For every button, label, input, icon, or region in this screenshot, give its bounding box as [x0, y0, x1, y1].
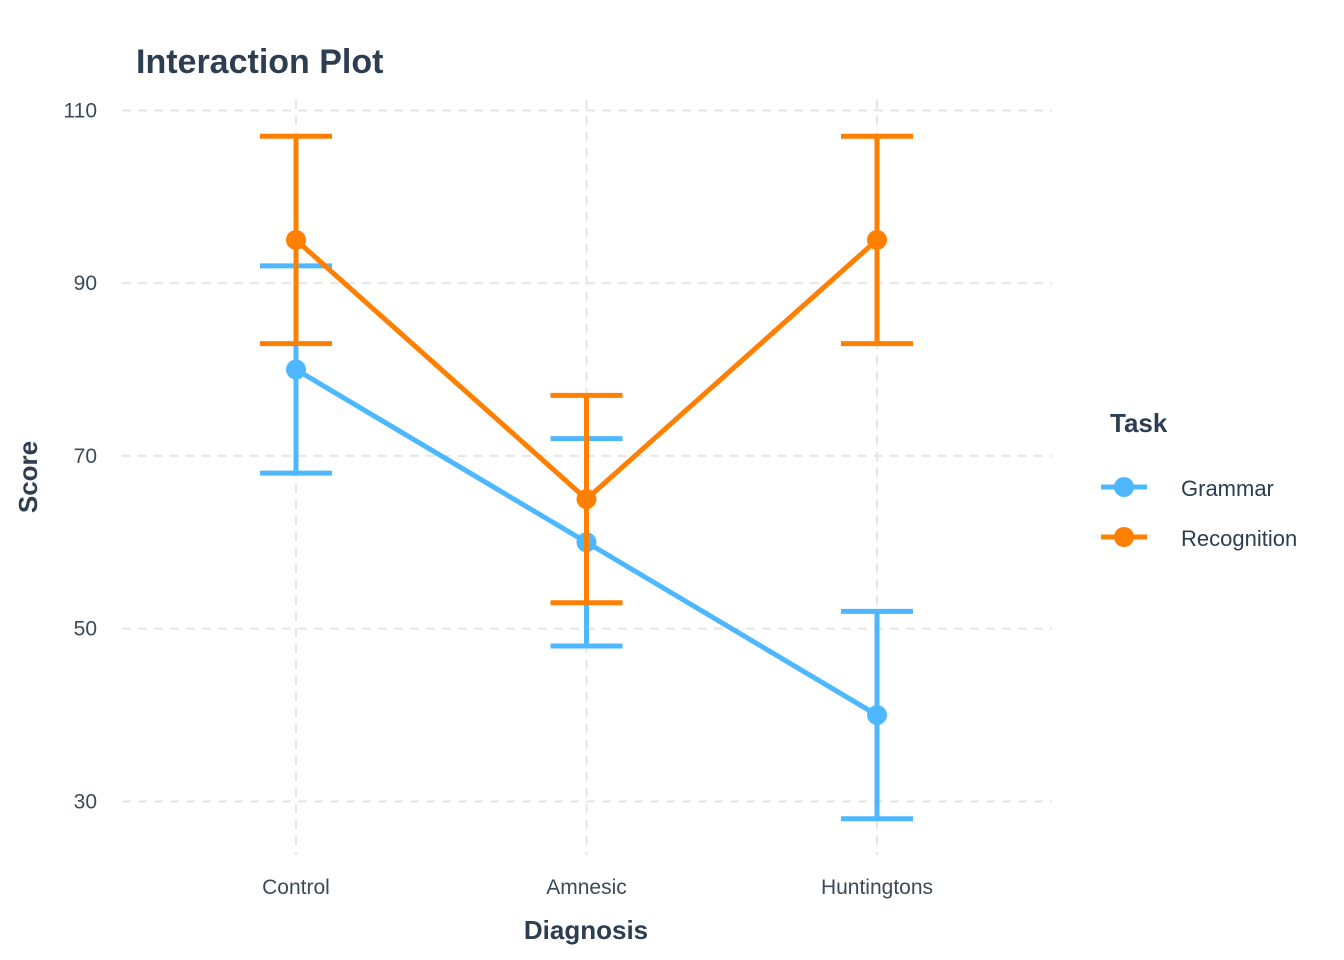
- y-axis-label: Score: [13, 441, 43, 513]
- legend-label: Recognition: [1181, 526, 1297, 551]
- legend-marker: [1114, 477, 1134, 497]
- legend-item-grammar: Grammar: [1101, 476, 1274, 501]
- y-tick-label: 110: [64, 99, 97, 122]
- x-tick-label: Huntingtons: [821, 876, 933, 899]
- x-axis-label: Diagnosis: [524, 915, 648, 945]
- y-tick-label: 90: [74, 272, 97, 295]
- x-tick-label: Control: [262, 876, 330, 899]
- data-point: [286, 229, 306, 250]
- x-ticks: Control Amnesic Huntingtons: [262, 876, 933, 899]
- y-tick-label: 30: [74, 790, 97, 813]
- series-recognition: [260, 133, 913, 606]
- legend-title: Task: [1110, 408, 1168, 438]
- plot-marks: [260, 133, 913, 822]
- y-ticks: 30 50 70 90 110: [64, 99, 97, 813]
- data-point: [867, 705, 887, 726]
- x-tick-label: Amnesic: [546, 876, 627, 899]
- data-point: [286, 359, 306, 380]
- legend-item-recognition: Recognition: [1101, 526, 1297, 551]
- y-tick-label: 70: [74, 445, 97, 468]
- chart-title: Interaction Plot: [136, 43, 383, 81]
- data-point: [576, 489, 597, 510]
- legend: Task Grammar Recognition: [1101, 408, 1297, 551]
- legend-label: Grammar: [1181, 476, 1274, 501]
- data-point: [867, 229, 887, 250]
- legend-marker: [1114, 527, 1134, 547]
- y-tick-label: 50: [74, 618, 97, 641]
